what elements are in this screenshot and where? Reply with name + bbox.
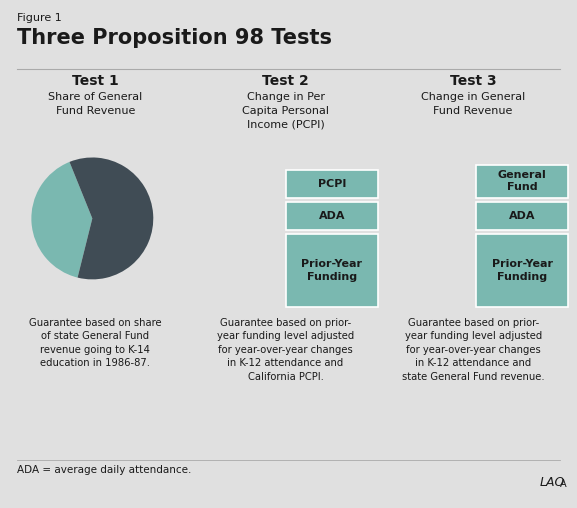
Text: ADA: ADA	[319, 211, 345, 220]
Bar	[476, 202, 568, 230]
Text: Guarantee based on prior-
year funding level adjusted
for year-over-year changes: Guarantee based on prior- year funding l…	[402, 318, 545, 382]
Text: ADA: ADA	[509, 211, 535, 220]
Text: LAO: LAO	[539, 475, 565, 489]
Text: Test 1: Test 1	[72, 74, 119, 88]
Text: Test 3: Test 3	[450, 74, 496, 88]
Text: Guarantee based on prior-
year funding level adjusted
for year-over-year changes: Guarantee based on prior- year funding l…	[217, 318, 354, 382]
Text: Three Proposition 98 Tests: Three Proposition 98 Tests	[17, 28, 332, 48]
Text: Test 2: Test 2	[262, 74, 309, 88]
Text: Prior-Year
Funding: Prior-Year Funding	[492, 259, 553, 282]
Text: Share of General
Fund Revenue: Share of General Fund Revenue	[48, 92, 143, 116]
Bar	[286, 234, 378, 307]
Text: Guarantee based on share
of state General Fund
revenue going to K-14
education i: Guarantee based on share of state Genera…	[29, 318, 162, 368]
Text: Figure 1: Figure 1	[17, 13, 62, 23]
Text: General
Fund: General Fund	[498, 170, 546, 193]
Text: About
40%: About 40%	[100, 201, 139, 231]
Text: Change in Per
Capita Personal
Income (PCPI): Change in Per Capita Personal Income (PC…	[242, 92, 329, 130]
Bar	[286, 202, 378, 230]
Text: ADA = average daily attendance.: ADA = average daily attendance.	[17, 465, 192, 475]
Bar	[476, 234, 568, 307]
Text: PCPI: PCPI	[317, 179, 346, 188]
Text: A: A	[560, 479, 566, 489]
Text: Prior-Year
Funding: Prior-Year Funding	[301, 259, 362, 282]
Bar	[286, 170, 378, 198]
Wedge shape	[31, 162, 92, 277]
Wedge shape	[69, 157, 153, 279]
Text: Change in General
Fund Revenue: Change in General Fund Revenue	[421, 92, 525, 116]
Bar	[476, 165, 568, 198]
